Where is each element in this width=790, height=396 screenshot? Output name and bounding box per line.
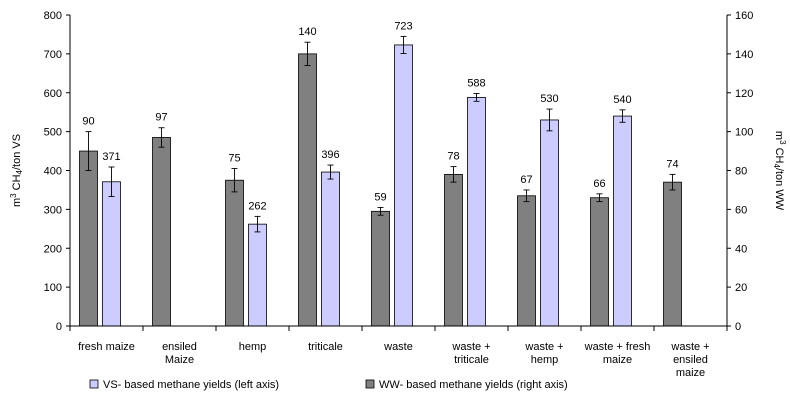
right-tick-label: 60 bbox=[735, 204, 747, 216]
category-label: waste + bbox=[451, 341, 490, 353]
data-label: 74 bbox=[666, 158, 678, 170]
data-label: 396 bbox=[321, 149, 339, 161]
data-label: 75 bbox=[228, 153, 240, 165]
category-label: waste + bbox=[670, 341, 709, 353]
data-label: 371 bbox=[102, 151, 120, 163]
ww-bar bbox=[663, 181, 682, 327]
category-label: waste + fresh bbox=[584, 341, 651, 353]
data-label: 540 bbox=[613, 94, 631, 106]
legend-swatch bbox=[89, 379, 99, 389]
data-label: 530 bbox=[540, 93, 558, 105]
right-axis: 0 20 40 60 80 100 120 140 160 m3 CH4/ton WW bbox=[726, 10, 787, 333]
left-tick-label: 800 bbox=[44, 10, 62, 22]
category-label: waste + bbox=[524, 341, 563, 353]
data-label: 262 bbox=[248, 200, 266, 212]
vs-bar bbox=[540, 119, 559, 327]
category-label: waste bbox=[383, 341, 413, 353]
category-label: maize bbox=[603, 354, 632, 366]
right-tick-label: 160 bbox=[735, 10, 753, 22]
data-label: 90 bbox=[82, 116, 94, 128]
vs-bar bbox=[613, 115, 632, 327]
legend-label: VS- based methane yields (left axis) bbox=[103, 379, 279, 391]
data-label: 78 bbox=[447, 151, 459, 163]
data-label: 66 bbox=[593, 178, 605, 190]
category-label: ensiled bbox=[673, 354, 708, 366]
left-axis: 0 100 200 300 400 500 600 700 800 m3 CH4/ton VS bbox=[9, 10, 71, 333]
ww-bar bbox=[517, 195, 536, 327]
category-label: Maize bbox=[165, 354, 194, 366]
left-tick-label: 100 bbox=[44, 282, 62, 294]
data-label: 67 bbox=[520, 174, 532, 186]
plot-area: 90 371 97 75 262 140 396 59 723 78 588 67 530 66 540 74 bbox=[79, 20, 682, 327]
data-label: 97 bbox=[155, 112, 167, 124]
vs-bar bbox=[467, 97, 486, 327]
data-label: 59 bbox=[374, 191, 386, 203]
ww-bar bbox=[371, 210, 390, 327]
vs-bar bbox=[102, 181, 121, 327]
left-axis-title: m3 CH4/ton VS bbox=[9, 134, 24, 207]
right-tick-label: 40 bbox=[735, 243, 747, 255]
ww-bar bbox=[298, 53, 317, 327]
ww-bar bbox=[590, 197, 609, 327]
data-label: 723 bbox=[394, 20, 412, 32]
left-tick-label: 600 bbox=[44, 88, 62, 100]
vs-bar bbox=[321, 171, 340, 327]
ww-bar bbox=[444, 173, 463, 327]
ww-bar bbox=[152, 137, 171, 327]
right-tick-label: 20 bbox=[735, 282, 747, 294]
legend-swatch bbox=[365, 379, 375, 389]
category-label: hemp bbox=[531, 354, 559, 366]
left-tick-label: 500 bbox=[44, 127, 62, 139]
category-label: maize bbox=[676, 367, 705, 379]
right-tick-label: 80 bbox=[735, 166, 747, 178]
left-tick-label: 200 bbox=[44, 243, 62, 255]
legend: VS- based methane yields (left axis) WW- … bbox=[89, 379, 568, 391]
category-label: triticale bbox=[454, 354, 489, 366]
ww-bar bbox=[79, 150, 98, 327]
ww-bar bbox=[225, 179, 244, 327]
category-label: ensiled bbox=[162, 341, 197, 353]
right-tick-label: 120 bbox=[735, 88, 753, 100]
left-tick-label: 700 bbox=[44, 49, 62, 61]
data-label: 140 bbox=[298, 26, 316, 38]
right-tick-label: 100 bbox=[735, 127, 753, 139]
category-label: fresh maize bbox=[78, 341, 135, 353]
data-label: 588 bbox=[467, 78, 485, 90]
right-axis-title: m3 CH4/ton WW bbox=[772, 131, 787, 211]
category-label: triticale bbox=[308, 341, 343, 353]
vs-bar bbox=[394, 44, 413, 327]
left-tick-label: 0 bbox=[56, 321, 62, 333]
right-tick-label: 140 bbox=[735, 49, 753, 61]
category-label: hemp bbox=[239, 341, 267, 353]
left-tick-label: 400 bbox=[44, 166, 62, 178]
legend-label: WW- based methane yields (right axis) bbox=[379, 379, 568, 391]
vs-bar bbox=[248, 223, 267, 327]
right-tick-label: 0 bbox=[735, 321, 741, 333]
left-tick-label: 300 bbox=[44, 204, 62, 216]
